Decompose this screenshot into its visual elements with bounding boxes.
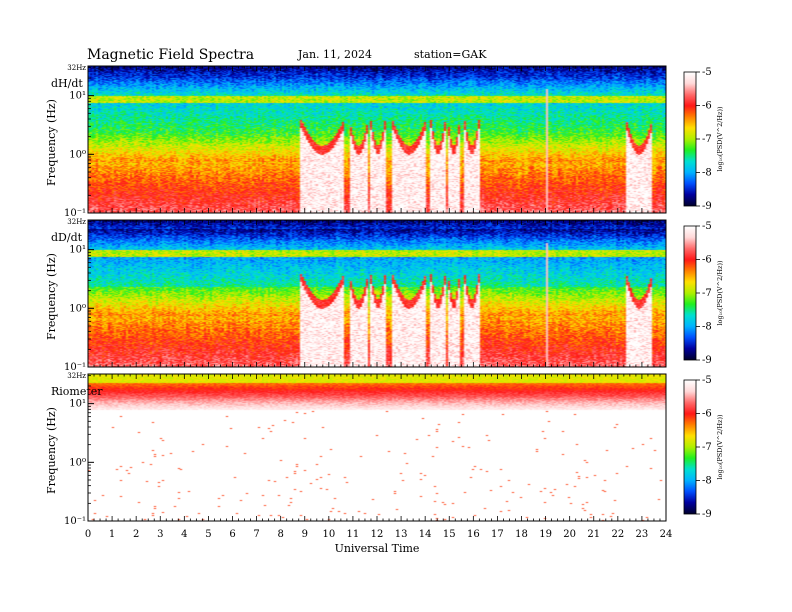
- colorbar-tick-label: -9: [702, 355, 712, 366]
- y-tick-label: 10⁻¹: [64, 362, 86, 373]
- colorbar-dddt: [684, 226, 696, 360]
- colorbar-label: log₁₀(PSD(V^2/Hz)): [716, 260, 724, 326]
- colorbar-dhdt: [684, 72, 696, 206]
- top-frequency-label: 32Hz: [67, 372, 86, 380]
- x-tick-label: 20: [563, 529, 576, 540]
- x-tick-label: 10: [322, 529, 335, 540]
- colorbar-tick-label: -6: [702, 409, 712, 420]
- x-tick-label: 6: [229, 529, 235, 540]
- top-frequency-label: 32Hz: [67, 64, 86, 72]
- colorbar-tick-label: -9: [702, 509, 712, 520]
- x-tick-label: 18: [515, 529, 528, 540]
- x-tick-label: 9: [302, 529, 308, 540]
- y-tick-label: 10¹: [69, 245, 86, 256]
- x-tick-label: 2: [133, 529, 139, 540]
- y-tick-label: 10⁰: [69, 457, 86, 468]
- figure-title: Magnetic Field Spectra: [87, 47, 254, 63]
- x-tick-label: 14: [419, 529, 432, 540]
- y-tick-label: 10¹: [69, 399, 86, 410]
- x-tick-label: 17: [491, 529, 504, 540]
- x-tick-label: 3: [157, 529, 163, 540]
- colorbar-tick-label: -8: [702, 322, 712, 333]
- x-tick-label: 19: [539, 529, 552, 540]
- colorbar-tick-label: -5: [702, 375, 712, 386]
- x-tick-label: 16: [467, 529, 480, 540]
- y-tick-label: 10⁻¹: [64, 516, 86, 527]
- x-tick-label: 8: [277, 529, 283, 540]
- dddt-spectrogram: [88, 220, 666, 367]
- x-tick-label: 1: [109, 529, 115, 540]
- colorbar-tick-label: -8: [702, 476, 712, 487]
- y-tick-label: 10¹: [69, 91, 86, 102]
- station-label: station=GAK: [414, 48, 487, 61]
- x-tick-label: 7: [253, 529, 259, 540]
- x-tick-label: 21: [587, 529, 600, 540]
- colorbar-tick-label: -7: [702, 288, 712, 299]
- axes-layer: 10⁻¹ 10⁰ 10¹ 32Hz dH/dt Frequency (Hz) -5 -6 -7 -…: [45, 64, 724, 540]
- x-tick-label: 5: [205, 529, 211, 540]
- x-tick-label: 4: [181, 529, 187, 540]
- y-axis-label: Frequency (Hz): [45, 99, 58, 186]
- y-axis-label: Frequency (Hz): [45, 253, 58, 340]
- colorbar-label: log₁₀(PSD(V^2/Hz)): [716, 414, 724, 480]
- colorbar-label: log₁₀(PSD(V^2/Hz)): [716, 106, 724, 172]
- x-tick-label: 13: [395, 529, 408, 540]
- y-axis-label: Frequency (Hz): [45, 407, 58, 494]
- x-tick-label: 11: [347, 529, 360, 540]
- x-tick-label: 0: [85, 529, 91, 540]
- colorbar-tick-label: -5: [702, 67, 712, 78]
- colorbar-tick-label: -5: [702, 221, 712, 232]
- top-frequency-label: 32Hz: [67, 218, 86, 226]
- dhdt-spectrogram: [88, 66, 666, 213]
- x-tick-label: 22: [611, 529, 624, 540]
- panel-label: dH/dt: [51, 77, 83, 90]
- colorbar-tick-label: -8: [702, 168, 712, 179]
- colorbar-tick-label: -7: [702, 134, 712, 145]
- y-tick-label: 10⁰: [69, 149, 86, 160]
- x-tick-label: 24: [660, 529, 673, 540]
- y-tick-label: 10⁰: [69, 303, 86, 314]
- x-axis-label: Universal Time: [335, 542, 420, 555]
- panel-label: dD/dt: [51, 231, 83, 244]
- x-tick-label: 12: [371, 529, 384, 540]
- x-tick-label: 23: [636, 529, 649, 540]
- colorbar-tick-label: -6: [702, 101, 712, 112]
- panel-label: Riometer: [51, 385, 103, 398]
- colorbar-tick-label: -6: [702, 255, 712, 266]
- colorbar-riometer: [684, 380, 696, 514]
- riometer-spectrogram: [88, 374, 666, 521]
- date-label: Jan. 11, 2024: [297, 48, 372, 61]
- y-tick-label: 10⁻¹: [64, 208, 86, 219]
- colorbar-tick-label: -9: [702, 201, 712, 212]
- x-tick-label: 15: [443, 529, 456, 540]
- colorbar-tick-label: -7: [702, 442, 712, 453]
